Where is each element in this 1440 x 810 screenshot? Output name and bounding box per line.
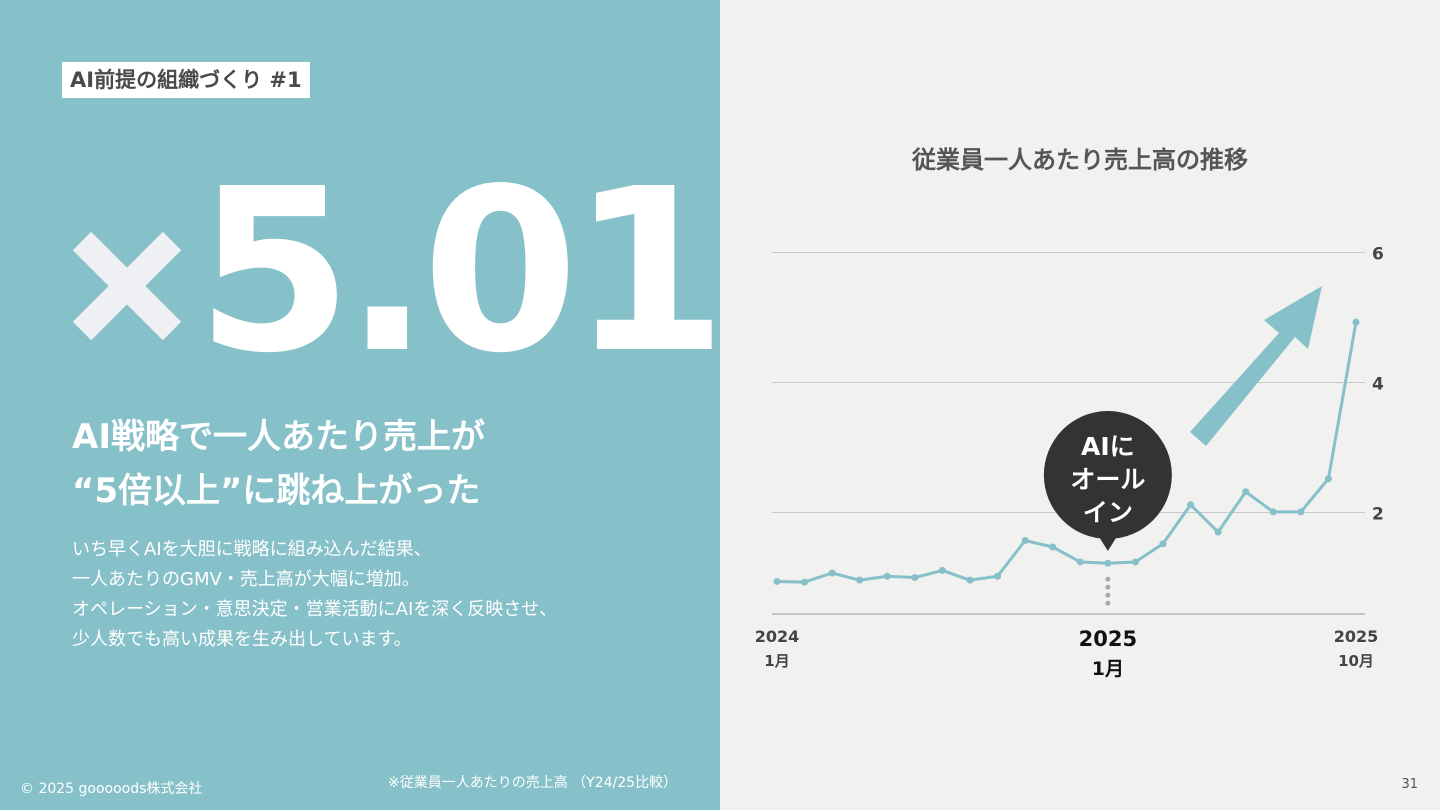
data-point xyxy=(1187,501,1195,509)
chart-title: 従業員一人あたり売上高の推移 xyxy=(912,146,1248,174)
data-point xyxy=(966,576,974,584)
data-point xyxy=(1269,508,1277,516)
data-point xyxy=(1049,543,1057,551)
data-point xyxy=(1131,558,1139,566)
y-tick-label: 4 xyxy=(1372,375,1384,395)
headline-line-2: “5倍以上”に跳ね上がった xyxy=(72,471,481,511)
data-point xyxy=(773,577,781,585)
right-panel: 従業員一人あたり売上高の推移 31 xyxy=(720,0,1440,810)
left-panel: AI前提の組織づくり #1 5.01 AI戦略で一人あたり売上が “5倍以上”に… xyxy=(0,0,720,810)
annotation-label: イン xyxy=(1083,498,1133,527)
x-tick-year: 2025 xyxy=(1079,627,1137,651)
body-line-3: オペレーション・意思決定・営業活動にAIを深く反映させ、 xyxy=(72,599,558,620)
x-tick-year: 2025 xyxy=(1334,627,1379,646)
headline-line-1: AI戦略で一人あたり売上が xyxy=(72,417,485,457)
x-tick-month: 10月 xyxy=(1338,652,1374,670)
annotation-dot xyxy=(1105,600,1111,606)
annotation-label: AIに xyxy=(1081,432,1135,461)
data-point xyxy=(828,569,836,577)
x-tick-month: 1月 xyxy=(1092,658,1124,680)
data-point xyxy=(1021,537,1029,544)
data-point xyxy=(938,566,946,574)
times-icon xyxy=(72,231,182,341)
series-line xyxy=(776,321,1358,584)
copyright: © 2025 gooooods株式会社 xyxy=(20,781,203,797)
y-tick-label: 6 xyxy=(1372,245,1384,265)
data-point xyxy=(1242,488,1250,496)
annotation-dot xyxy=(1105,576,1111,582)
up-arrow-icon xyxy=(1190,286,1322,446)
data-point xyxy=(1214,528,1222,536)
headline: AI戦略で一人あたり売上が “5倍以上”に跳ね上がった xyxy=(72,410,485,518)
x-tick-year: 2024 xyxy=(755,627,800,646)
section-tag: AI前提の組織づくり #1 xyxy=(62,62,310,98)
data-point xyxy=(994,572,1002,580)
x-tick-month: 1月 xyxy=(764,652,789,670)
annotation-dot xyxy=(1105,592,1111,598)
body-line-1: いち早くAIを大胆に戦略に組み込んだ結果、 xyxy=(72,539,432,560)
annotation-bubble xyxy=(1043,411,1172,539)
data-point xyxy=(1352,318,1360,326)
annotation-label: オール xyxy=(1070,465,1145,494)
page-number: 31 xyxy=(1401,777,1418,792)
data-point xyxy=(801,578,809,586)
body-line-2: 一人あたりのGMV・売上高が大幅に増加。 xyxy=(72,569,420,590)
data-point xyxy=(1324,475,1332,483)
data-point xyxy=(1076,558,1084,566)
annotation-bubble-tail xyxy=(1097,535,1118,551)
data-point xyxy=(883,572,891,580)
data-point xyxy=(1104,559,1112,567)
data-point xyxy=(1159,540,1167,548)
annotation-dot xyxy=(1105,584,1111,590)
body-text: いち早くAIを大胆に戦略に組み込んだ結果、 一人あたりのGMV・売上高が大幅に増… xyxy=(72,535,557,655)
y-tick-label: 2 xyxy=(1372,505,1384,525)
data-point xyxy=(1297,508,1305,516)
footnote: ※従業員一人あたりの売上高 （Y24/25比較） xyxy=(388,775,678,791)
body-line-4: 少人数でも高い成果を生み出しています。 xyxy=(72,629,412,650)
multiplier-value: 5.01 xyxy=(196,141,727,403)
data-point xyxy=(856,576,864,584)
data-point xyxy=(911,574,919,582)
